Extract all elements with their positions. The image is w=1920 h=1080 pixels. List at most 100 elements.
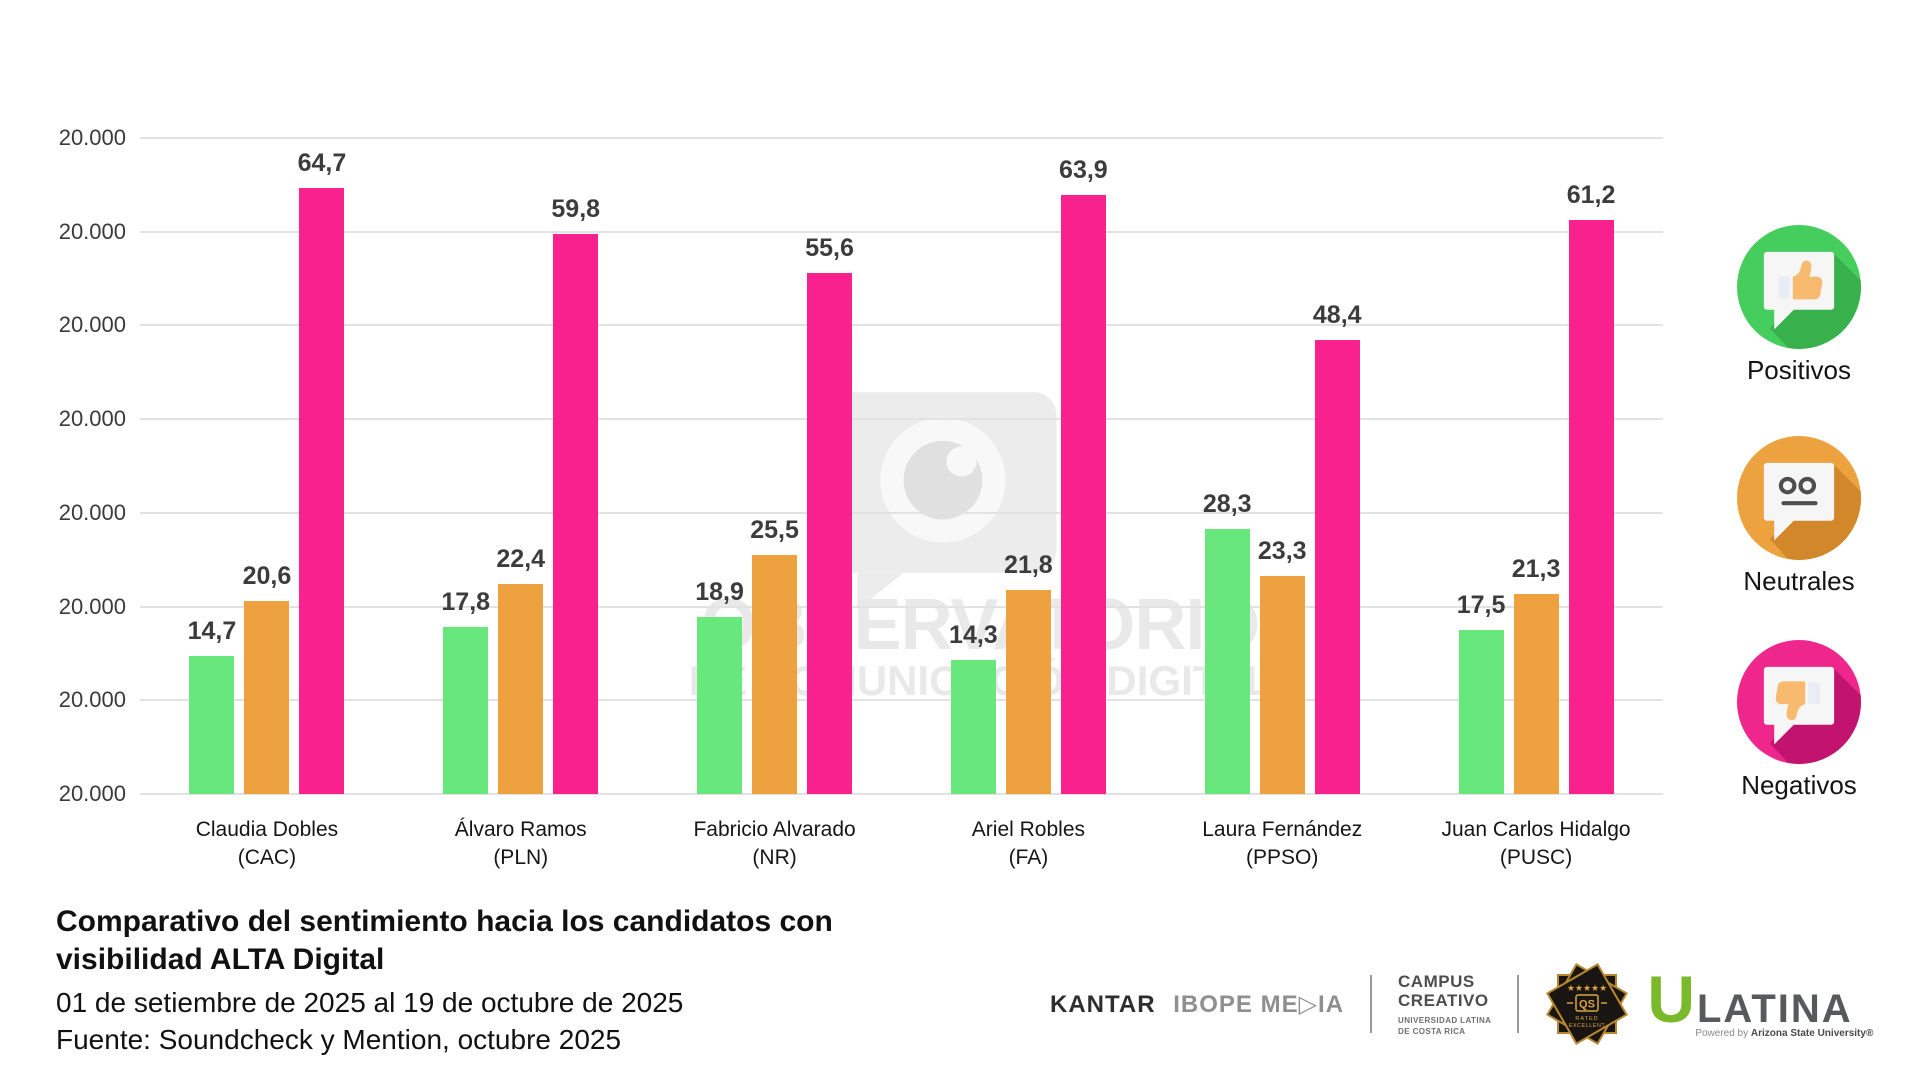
candidate-name: Ariel Robles <box>971 818 1085 841</box>
bar-group-ariel-robles: 14,3 21,8 63,9 <box>901 138 1155 794</box>
bar-neutrales: 21,3 <box>1512 555 1560 794</box>
sentiment-bar-chart: 20.000 20.000 20.000 20.000 20.000 20.000 20.0… <box>59 125 1663 869</box>
bar-negativos: 55,6 <box>805 234 854 794</box>
positivos-icon <box>1737 225 1861 349</box>
legend-item-negativos: Negativos <box>1714 640 1884 801</box>
bar-neutrales: 20,6 <box>243 562 291 794</box>
logo-divider <box>1370 975 1373 1033</box>
bar-group-juan-carlos-hidalgo: 17,5 21,3 61,2 <box>1409 138 1663 794</box>
campus-line2: CREATIVO <box>1398 990 1489 1010</box>
bar-positivos: 17,5 <box>1457 591 1505 794</box>
bar-positivos: 14,3 <box>949 621 998 794</box>
legend-item-neutrales: Neutrales <box>1714 436 1884 597</box>
candidate-name: Juan Carlos Hidalgo <box>1441 818 1631 841</box>
kantar-ibope-media-logo: KANTAR IBOPE ME▷IA <box>1050 990 1344 1019</box>
legend: Positivos Neutrales Negativos <box>1714 0 1884 1080</box>
y-tick-label: 20.000 <box>58 594 126 619</box>
kantar-wordmark: KANTAR <box>1050 990 1156 1018</box>
gridline <box>140 324 1663 326</box>
bar-value-label: 59,8 <box>551 195 601 223</box>
bar-neutrales: 25,5 <box>750 516 799 794</box>
qs-rated-excellent-badge: ★★★★★ QS RATED EXCELLENT <box>1546 963 1629 1045</box>
bar-value-label: 23,3 <box>1257 537 1307 565</box>
ulatina-logo: U LATINA Powered by Arizona State Univer… <box>1647 961 1873 1039</box>
bar-group-fabricio-alvarado: 18,9 25,5 55,6 <box>648 138 902 794</box>
bar-value-label: 22,4 <box>496 545 546 573</box>
candidate-party: (CAC) <box>237 846 297 869</box>
bar-positivos: 14,7 <box>188 617 236 794</box>
bar-negativos: 61,2 <box>1567 181 1615 794</box>
badge-rated: RATED <box>1576 1016 1599 1022</box>
legend-label: Negativos <box>1741 770 1857 800</box>
x-axis-label-juan-carlos-hidalgo: Juan Carlos Hidalgo (PUSC) <box>1409 816 1663 872</box>
y-tick-label: 20.000 <box>58 312 126 337</box>
negativos-icon <box>1737 640 1861 764</box>
bar-value-label: 25,5 <box>750 516 799 544</box>
gridline <box>140 793 1663 795</box>
campus-creativo-logo: CAMPUS CREATIVO UNIVERSIDAD LATINA DE CO… <box>1398 972 1491 1037</box>
bar-value-label: 18,9 <box>695 578 744 606</box>
ulatina-u-mark: U <box>1647 961 1695 1036</box>
bar-negativos: 64,7 <box>298 149 346 794</box>
bar-positivos: 17,8 <box>441 588 490 794</box>
legend-label: Neutrales <box>1743 566 1855 596</box>
x-axis-label-alvaro-ramos: Álvaro Ramos (PLN) <box>394 816 648 872</box>
logo-divider <box>1517 975 1520 1033</box>
x-axis-label-claudia-dobles: Claudia Dobles (CAC) <box>140 816 394 872</box>
footer-text-block: Comparativo del sentimiento hacia los ca… <box>56 903 833 1058</box>
x-axis-label-fabricio-alvarado: Fabricio Alvarado (NR) <box>648 816 902 872</box>
candidate-name: Claudia Dobles <box>195 818 339 841</box>
bar-neutrales: 21,8 <box>1004 551 1053 794</box>
y-tick-label: 20.000 <box>58 687 126 712</box>
badge-qs-label: QS <box>1579 999 1595 1011</box>
bar-value-label: 21,3 <box>1511 555 1561 583</box>
campus-line3: UNIVERSIDAD LATINA <box>1398 1015 1492 1025</box>
candidate-name: Fabricio Alvarado <box>693 818 856 841</box>
y-tick-label: 20.000 <box>58 406 126 431</box>
gridline <box>140 606 1663 608</box>
bar-group-laura-fernandez: 28,3 23,3 48,4 <box>1155 138 1409 794</box>
bar-value-label: 21,8 <box>1004 551 1053 579</box>
bar-value-label: 28,3 <box>1202 490 1252 518</box>
ulatina-tagline: Powered by Arizona State University® <box>1695 1028 1873 1039</box>
legend-label: Positivos <box>1746 355 1852 385</box>
bar-neutrales: 22,4 <box>496 545 545 794</box>
chart-title-line1: Comparativo del sentimiento hacia los ca… <box>56 905 833 938</box>
plot-area: 14,7 20,6 64,7 17,8 22,4 59,8 18,9 25,5 55,6 14,3… <box>140 138 1663 794</box>
y-tick-label: 20.000 <box>58 500 126 525</box>
candidate-party: (PLN) <box>493 846 549 869</box>
candidate-name: Álvaro Ramos <box>454 818 587 841</box>
bar-positivos: 18,9 <box>695 578 744 794</box>
candidate-party: (NR) <box>752 846 797 869</box>
bar-group-alvaro-ramos: 17,8 22,4 59,8 <box>394 138 648 794</box>
legend-item-positivos: Positivos <box>1714 225 1884 386</box>
bar-group-claudia-dobles: 14,7 20,6 64,7 <box>140 138 394 794</box>
gridline <box>140 512 1663 514</box>
gridline <box>140 699 1663 701</box>
bar-positivos: 28,3 <box>1203 490 1252 794</box>
gridline <box>140 418 1663 420</box>
neutrales-icon <box>1737 436 1861 560</box>
powered-by-text: Powered by <box>1695 1027 1749 1039</box>
chart-title-line2: visibilidad ALTA Digital <box>56 943 385 976</box>
bar-value-label: 14,3 <box>949 621 998 649</box>
campus-line1: CAMPUS <box>1398 971 1475 991</box>
bar-value-label: 48,4 <box>1312 301 1362 329</box>
bar-value-label: 55,6 <box>805 234 854 262</box>
x-axis-label-laura-fernandez: Laura Fernández (PPSO) <box>1155 816 1409 872</box>
bar-negativos: 59,8 <box>551 195 600 794</box>
bar-negativos: 63,9 <box>1059 156 1108 794</box>
ulatina-wordmark: LATINA <box>1696 986 1853 1031</box>
x-axis-label-ariel-robles: Ariel Robles (FA) <box>901 816 1155 872</box>
bar-value-label: 63,9 <box>1059 156 1108 184</box>
y-tick-label: 20.000 <box>58 125 126 150</box>
x-axis-labels: Claudia Dobles (CAC) Álvaro Ramos (PLN) Fabr… <box>140 816 1663 872</box>
candidate-name: Laura Fernández <box>1202 818 1363 841</box>
period-text: 01 de setiembre de 2025 al 19 de octubre… <box>56 987 684 1018</box>
campus-line4: DE COSTA RICA <box>1398 1026 1466 1036</box>
candidate-party: (PUSC) <box>1499 846 1573 869</box>
bar-neutrales: 23,3 <box>1258 537 1307 794</box>
bar-value-label: 17,8 <box>441 588 491 616</box>
footer-logos: KANTAR IBOPE ME▷IA CAMPUS CREATIVO UNIVE… <box>1050 956 1873 1052</box>
